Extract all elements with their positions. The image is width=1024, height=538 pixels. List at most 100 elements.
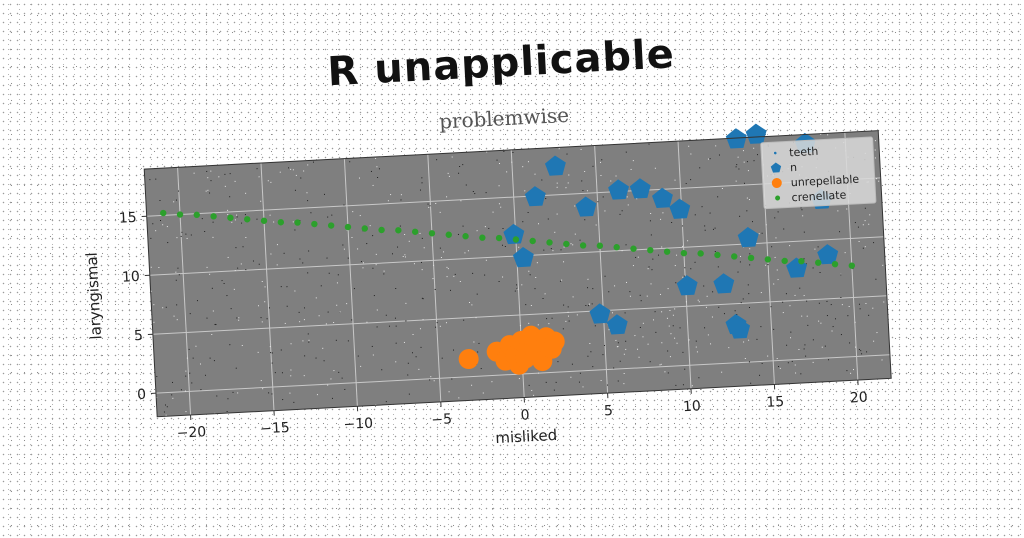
noise-dot [235,219,236,220]
noise-dot [618,380,619,381]
noise-dot [664,371,665,372]
noise-dot [661,342,662,343]
noise-dot [674,180,675,181]
noise-dot [728,347,729,348]
noise-dot [237,392,238,393]
noise-dot [408,363,409,364]
noise-dot [376,254,377,255]
noise-dot [224,283,225,284]
noise-dot [515,291,516,292]
noise-dot [602,354,603,355]
noise-dot [620,361,621,362]
noise-dot [667,318,668,319]
noise-dot [447,276,448,277]
noise-dot [883,301,884,302]
noise-dot [543,250,544,251]
noise-dot [466,184,467,185]
noise-dot [592,366,593,367]
noise-dot [225,186,226,187]
noise-dot [655,311,656,312]
noise-dot [788,362,789,363]
noise-dot [827,315,828,316]
noise-dot [462,164,463,165]
noise-dot [256,219,257,220]
noise-dot [238,317,239,318]
noise-dot [187,358,188,359]
noise-dot [770,306,771,307]
noise-dot [405,303,406,304]
noise-dot [580,240,581,241]
noise-dot [215,324,216,325]
noise-dot [777,269,778,270]
noise-dot [194,173,195,174]
noise-dot [858,227,859,228]
noise-dot [440,248,441,249]
noise-dot [615,176,616,177]
noise-dot [638,257,639,258]
noise-dot [605,276,606,277]
noise-dot [453,276,454,277]
noise-dot [271,393,272,394]
noise-dot [236,215,237,216]
noise-dot [330,378,331,379]
noise-dot [174,316,175,317]
noise-dot [210,171,211,172]
noise-dot [336,340,337,341]
noise-dot [743,341,744,342]
noise-dot [601,380,602,381]
noise-dot [376,264,377,265]
noise-dot [390,194,391,195]
noise-dot [395,361,396,362]
noise-dot [304,375,305,376]
noise-dot [420,233,421,234]
noise-dot [610,180,611,181]
noise-dot [212,237,213,238]
noise-dot [420,190,421,191]
noise-dot [284,253,285,254]
noise-dot [882,265,883,266]
noise-dot [541,179,542,180]
noise-dot [533,395,534,396]
noise-dot [185,234,186,235]
noise-dot [214,360,215,361]
noise-dot [342,244,343,245]
noise-dot [582,190,583,191]
noise-dot [372,235,373,236]
noise-dot [712,291,713,292]
noise-dot [647,296,648,297]
noise-dot [373,185,374,186]
noise-dot [584,171,585,172]
noise-dot [267,318,268,319]
noise-dot [235,270,236,271]
noise-dot [270,182,271,183]
noise-dot [343,204,344,205]
noise-dot [178,191,179,192]
noise-dot [706,307,707,308]
noise-dot [269,307,270,308]
noise-dot [670,333,671,334]
noise-dot [211,334,212,335]
noise-dot [842,304,843,305]
noise-dot [158,267,159,268]
noise-dot [519,378,520,379]
noise-dot [592,303,593,304]
noise-dot [749,248,750,249]
noise-dot [614,285,615,286]
noise-dot [747,161,748,162]
noise-dot [696,347,697,348]
noise-dot [290,369,291,370]
noise-dot [226,295,227,296]
noise-dot [670,356,671,357]
noise-dot [704,225,705,226]
noise-dot [351,237,352,238]
noise-dot [448,268,449,269]
noise-dot [783,312,784,313]
noise-dot [238,320,239,321]
noise-dot [307,272,308,273]
noise-dot [740,261,741,262]
noise-dot [528,323,529,324]
noise-dot [359,178,360,179]
noise-dot [684,276,685,277]
noise-dot [839,231,840,232]
x-tick-label: 0 [520,407,530,423]
